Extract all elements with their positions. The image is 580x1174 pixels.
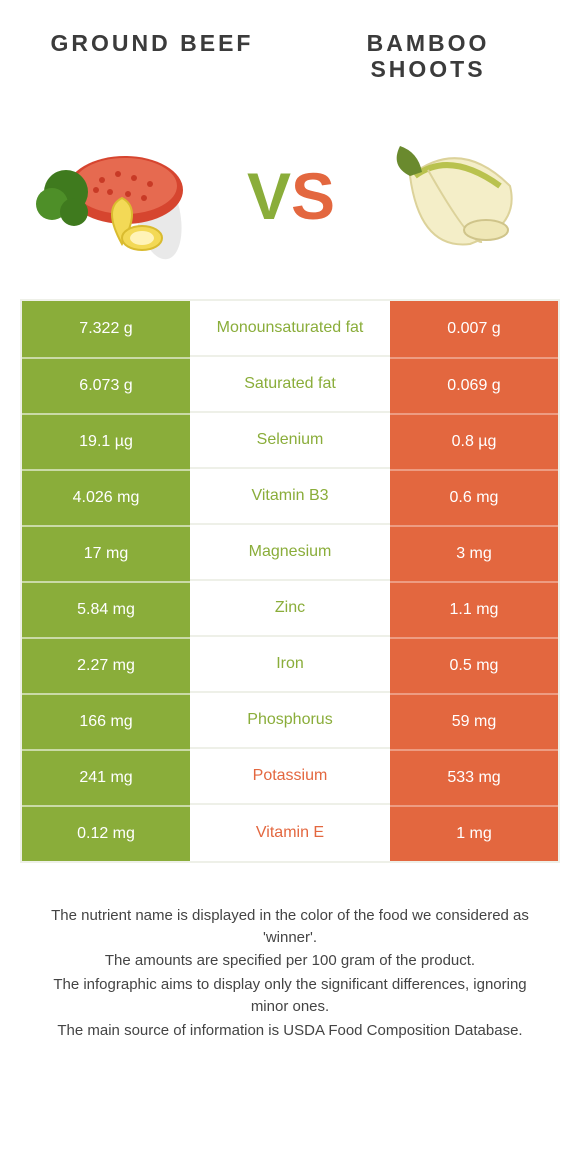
- left-food-title: GROUND BEEF: [42, 30, 262, 83]
- right-value: 59 mg: [390, 693, 558, 749]
- table-row: 0.12 mgVitamin E1 mg: [22, 805, 558, 861]
- footnotes: The nutrient name is displayed in the co…: [0, 863, 580, 1042]
- nutrient-label: Magnesium: [190, 525, 390, 581]
- nutrient-label: Iron: [190, 637, 390, 693]
- left-value: 7.322 g: [22, 301, 190, 357]
- table-row: 7.322 gMonounsaturated fat0.007 g: [22, 301, 558, 357]
- left-value: 0.12 mg: [22, 805, 190, 861]
- footnote-line: The nutrient name is displayed in the co…: [34, 905, 546, 949]
- vs-label: VS: [247, 158, 333, 234]
- footnote-line: The amounts are specified per 100 gram o…: [34, 950, 546, 972]
- right-value: 0.6 mg: [390, 469, 558, 525]
- table-row: 241 mgPotassium533 mg: [22, 749, 558, 805]
- nutrient-table: 7.322 gMonounsaturated fat0.007 g6.073 g…: [20, 299, 560, 863]
- right-value: 1 mg: [390, 805, 558, 861]
- nutrient-label: Saturated fat: [190, 357, 390, 413]
- right-value: 0.5 mg: [390, 637, 558, 693]
- right-value: 3 mg: [390, 525, 558, 581]
- nutrient-label: Zinc: [190, 581, 390, 637]
- ground-beef-icon: [30, 121, 210, 271]
- hero-row: VS: [0, 93, 580, 299]
- table-row: 6.073 gSaturated fat0.069 g: [22, 357, 558, 413]
- nutrient-label: Selenium: [190, 413, 390, 469]
- right-value: 1.1 mg: [390, 581, 558, 637]
- left-value: 5.84 mg: [22, 581, 190, 637]
- nutrient-label: Monounsaturated fat: [190, 301, 390, 357]
- left-value: 6.073 g: [22, 357, 190, 413]
- right-food-title: BAMBOO SHOOTS: [318, 30, 538, 83]
- nutrient-label: Vitamin B3: [190, 469, 390, 525]
- left-value: 166 mg: [22, 693, 190, 749]
- table-row: 166 mgPhosphorus59 mg: [22, 693, 558, 749]
- right-value: 0.069 g: [390, 357, 558, 413]
- vs-v: V: [247, 158, 289, 234]
- vs-s: S: [291, 158, 333, 234]
- table-row: 4.026 mgVitamin B30.6 mg: [22, 469, 558, 525]
- nutrient-label: Phosphorus: [190, 693, 390, 749]
- left-value: 2.27 mg: [22, 637, 190, 693]
- left-value: 4.026 mg: [22, 469, 190, 525]
- footnote-line: The main source of information is USDA F…: [34, 1020, 546, 1042]
- footnote-line: The infographic aims to display only the…: [34, 974, 546, 1018]
- nutrient-label: Vitamin E: [190, 805, 390, 861]
- right-value: 533 mg: [390, 749, 558, 805]
- table-row: 17 mgMagnesium3 mg: [22, 525, 558, 581]
- left-value: 17 mg: [22, 525, 190, 581]
- bamboo-shoots-icon: [370, 121, 550, 271]
- table-row: 19.1 µgSelenium0.8 µg: [22, 413, 558, 469]
- nutrient-label: Potassium: [190, 749, 390, 805]
- right-value: 0.007 g: [390, 301, 558, 357]
- table-row: 5.84 mgZinc1.1 mg: [22, 581, 558, 637]
- left-value: 241 mg: [22, 749, 190, 805]
- titles-row: GROUND BEEF BAMBOO SHOOTS: [0, 0, 580, 93]
- right-value: 0.8 µg: [390, 413, 558, 469]
- table-row: 2.27 mgIron0.5 mg: [22, 637, 558, 693]
- left-value: 19.1 µg: [22, 413, 190, 469]
